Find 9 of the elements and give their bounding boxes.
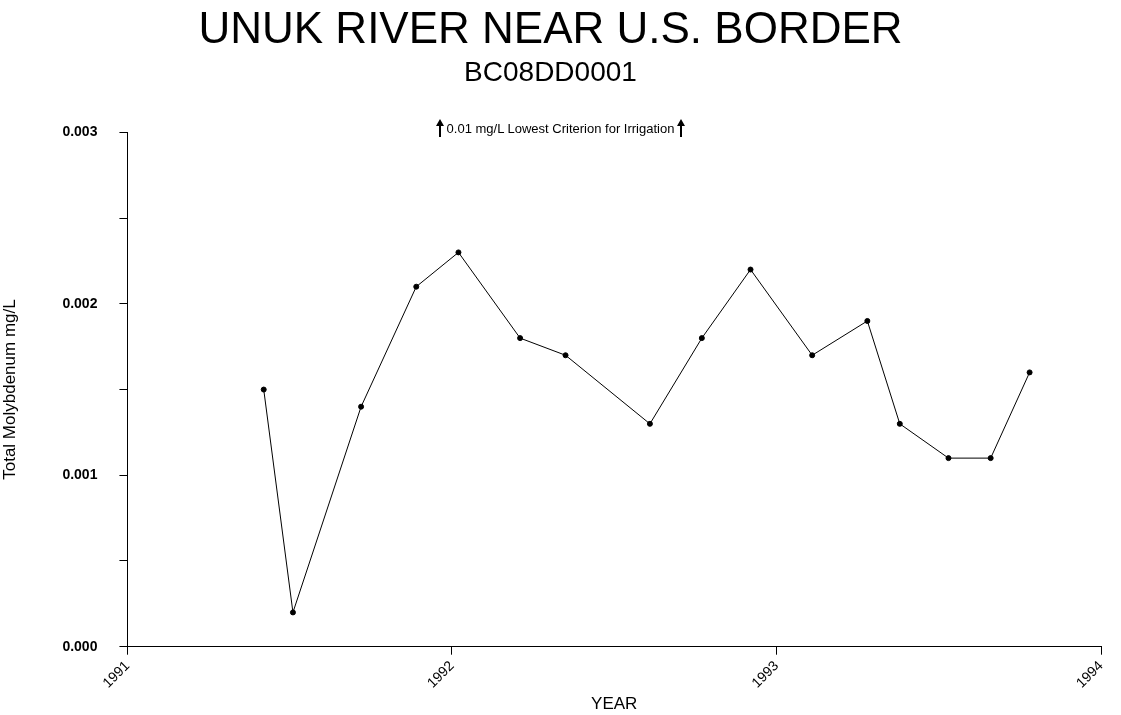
annotation: 0.01 mg/L Lowest Criterion for Irrigation (446, 120, 675, 136)
y-axis-title: Total Molybdenum mg/L (0, 299, 19, 480)
chart-subtitle: BC08DD0001 (464, 56, 637, 88)
y-tick-label: 0.002 (62, 294, 98, 311)
chart-title: UNUK RIVER NEAR U.S. BORDER (198, 2, 903, 52)
y-tick-label: 0.003 (62, 123, 98, 140)
x-axis-title: YEAR (591, 694, 638, 714)
y-tick-label: 0.001 (62, 466, 98, 483)
y-tick-label: 0.000 (62, 637, 98, 654)
